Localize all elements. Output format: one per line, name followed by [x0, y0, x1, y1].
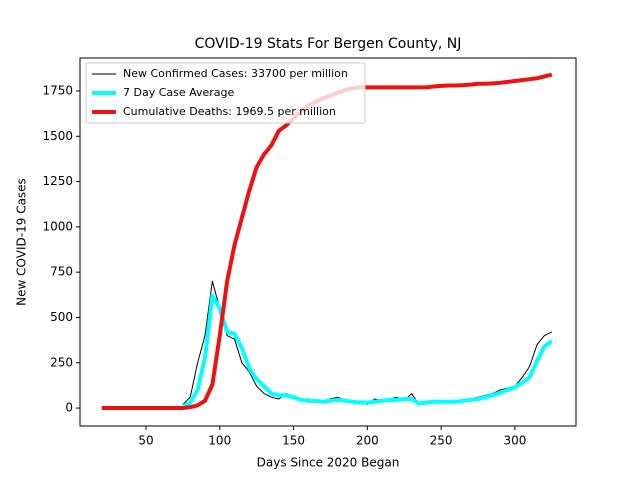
y-tick-label: 0 [65, 401, 73, 415]
legend-box [85, 62, 366, 124]
y-tick-label: 1250 [42, 174, 73, 188]
legend-label: 7 Day Case Average [123, 86, 235, 99]
series-line [181, 293, 553, 409]
plot-frame [79, 57, 577, 427]
y-tick-label: 750 [50, 265, 73, 279]
legend-label: New Confirmed Cases: 33700 per million [123, 67, 348, 80]
x-tick-label: 50 [138, 434, 153, 448]
x-tick-label: 300 [503, 434, 526, 448]
legend-label: Cumulative Deaths: 1969.5 per million [123, 105, 336, 118]
y-tick-label: 500 [50, 310, 73, 324]
y-axis-label: New COVID-19 Cases [15, 178, 29, 306]
x-tick-label: 250 [430, 434, 453, 448]
y-tick-label: 1000 [42, 219, 73, 233]
x-axis-label: Days Since 2020 Began [257, 456, 400, 470]
y-tick-label: 1750 [42, 83, 73, 97]
x-tick-label: 200 [356, 434, 379, 448]
x-tick-label: 150 [282, 434, 305, 448]
y-tick-label: 250 [50, 355, 73, 369]
chart-title: COVID-19 Stats For Bergen County, NJ [195, 36, 462, 52]
x-tick-label: 100 [208, 434, 231, 448]
y-tick-label: 1500 [42, 129, 73, 143]
